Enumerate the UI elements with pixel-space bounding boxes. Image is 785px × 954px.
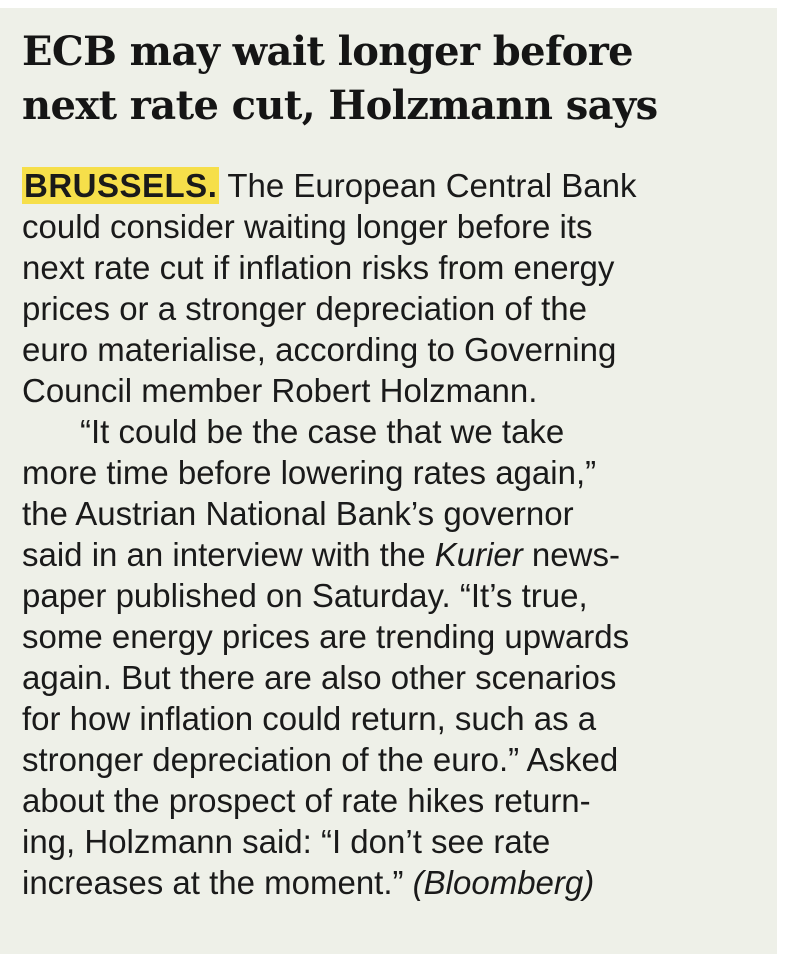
body-line: next rate cut if inflation risks from en… [22,248,614,288]
text-run: Council member Robert Holzmann. [22,372,538,409]
text-run: said in an interview with the [22,536,435,573]
text-run: prices or a stronger depreciation of the [22,290,587,327]
text-run: increases at the moment.” [22,864,413,901]
body-line: said in an interview with the Kurier new… [22,535,620,575]
body-line: Council member Robert Holzmann. [22,371,537,411]
body-line: BRUSSELS. The European Central Bank [22,166,636,206]
body-line: stronger depreciation of the euro.” Aske… [22,740,618,780]
headline-line: next rate cut, Holzmann says [22,82,658,129]
body-line: could consider waiting longer before its [22,207,593,247]
body-line: ing, Holzmann said: “I don’t see rate [22,822,550,862]
body-line: prices or a stronger depreciation of the [22,289,587,329]
body-line: about the prospect of rate hikes return- [22,781,591,821]
text-run: news- [522,536,620,573]
text-run: euro materialise, according to Governing [22,331,617,368]
italic-run: Kurier [434,536,523,573]
text-run: more time before lowering rates again,” [22,454,597,491]
headline-line: ECB may wait longer before [22,28,634,75]
text-run: “It could be the case that we take [80,413,565,450]
body-line: euro materialise, according to Governing [22,330,616,370]
dateline: BRUSSELS. [22,167,220,204]
text-run: ing, Holzmann said: “I don’t see rate [22,823,551,860]
text-run: for how inflation could return, such as … [22,700,597,737]
text-run: some energy prices are trending upwards [22,618,630,655]
body-line: more time before lowering rates again,” [22,453,596,493]
text-run: next rate cut if inflation risks from en… [22,249,615,286]
text-run: the Austrian National Bank’s governor [22,495,574,532]
text-run: again. But there are also other scenario… [22,659,617,696]
clipping: ECB may wait longer before next rate cut,… [0,8,777,954]
body-line: again. But there are also other scenario… [22,658,616,698]
text-run: paper published on Saturday. “It’s true, [22,577,588,614]
body-line: the Austrian National Bank’s governor [22,494,574,534]
body-line: increases at the moment.” (Bloomberg) [22,863,594,903]
body-line: some energy prices are trending upwards [22,617,629,657]
body-line: for how inflation could return, such as … [22,699,596,739]
body-line: paper published on Saturday. “It’s true, [22,576,588,616]
italic-run: (Bloomberg) [412,864,595,901]
text-run: could consider waiting longer before its [22,208,593,245]
text-run: stronger depreciation of the euro.” Aske… [22,741,619,778]
text-run: The European Central Bank [227,167,637,204]
text-run: about the prospect of rate hikes return- [22,782,591,819]
body-line: “It could be the case that we take [80,412,564,452]
